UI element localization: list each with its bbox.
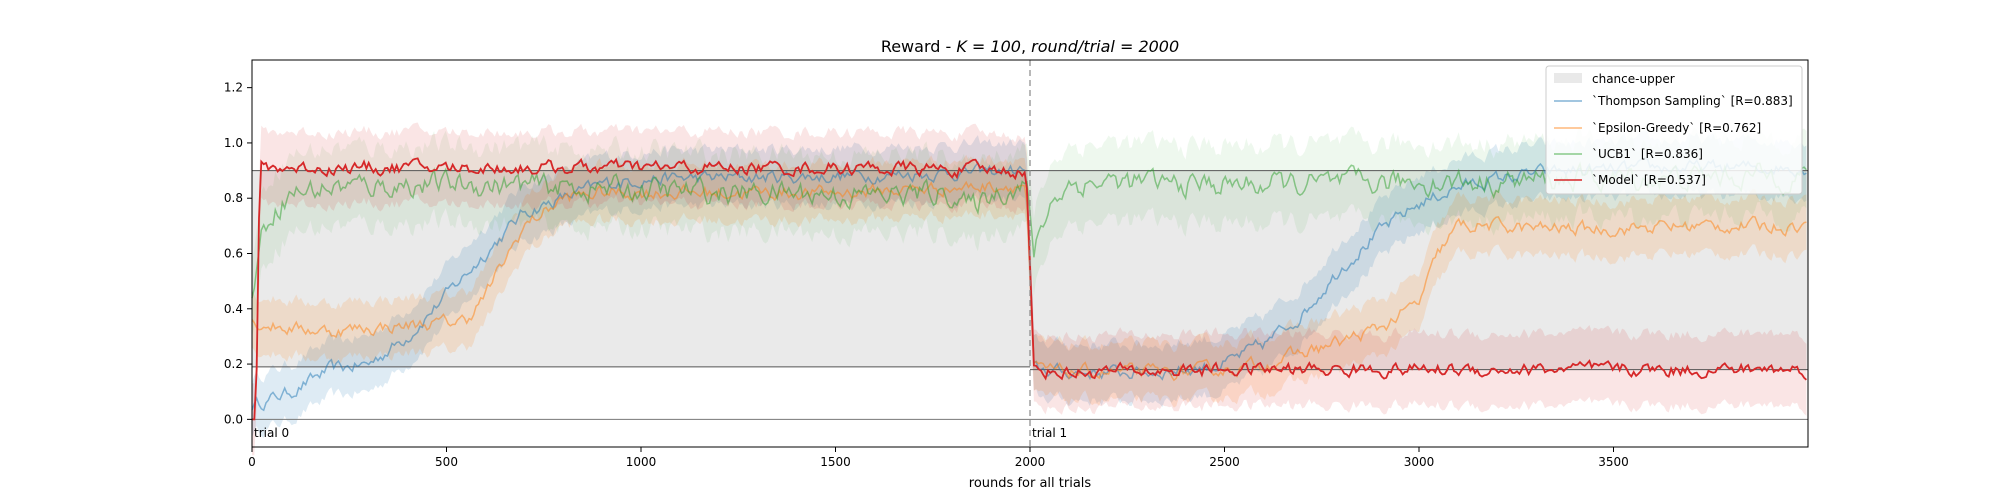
legend-thompson-label: `Thompson Sampling` [R=0.883]: [1592, 94, 1793, 108]
x-axis: 0 500 1000 1500 2000 2500 3000 3500: [248, 447, 1629, 469]
y-tick-label-5: 1.0: [224, 136, 243, 150]
title-sep: ,: [1021, 37, 1031, 56]
legend: chance-upper `Thompson Sampling` [R=0.88…: [1545, 65, 1803, 195]
legend-item-model: `Model` [R=0.537]: [1554, 173, 1706, 187]
legend-box: [1545, 65, 1803, 195]
x-tick-label-2: 1000: [626, 455, 657, 469]
y-tick-label-3: 0.6: [224, 247, 243, 261]
y-tick-label-1: 0.2: [224, 357, 243, 371]
x-tick-label-1: 500: [435, 455, 458, 469]
legend-ucb1-label: `UCB1` [R=0.836]: [1592, 147, 1703, 161]
x-tick-label-6: 3000: [1404, 455, 1435, 469]
trial-label-0: trial 0: [254, 426, 289, 440]
legend-band-label: chance-upper: [1592, 72, 1675, 86]
y-tick-label-4: 0.8: [224, 191, 243, 205]
annotations-layer: trial 0 trial 1: [254, 60, 1067, 447]
x-tick-label-4: 2000: [1015, 455, 1046, 469]
legend-item-thompson-sampling: `Thompson Sampling` [R=0.883]: [1554, 94, 1793, 108]
x-tick-label-3: 1500: [820, 455, 851, 469]
chance-band-trial-0: [252, 170, 1030, 367]
std-band-epsilon-greedy: [252, 154, 1807, 408]
title-prefix: Reward -: [881, 37, 957, 56]
x-tick-label-5: 2500: [1209, 455, 1240, 469]
title-round-trial: round/trial = 2000: [1031, 37, 1179, 56]
y-tick-label-2: 0.4: [224, 302, 243, 316]
chart-title: Reward - K = 100, round/trial = 2000: [881, 37, 1179, 56]
y-axis: 0.0 0.2 0.4 0.6 0.8 1.0 1.2: [224, 81, 252, 426]
legend-epsilon-label: `Epsilon-Greedy` [R=0.762]: [1592, 121, 1761, 135]
x-tick-label-0: 0: [248, 455, 256, 469]
legend-item-ucb1: `UCB1` [R=0.836]: [1554, 147, 1703, 161]
legend-item-epsilon-greedy: `Epsilon-Greedy` [R=0.762]: [1554, 121, 1761, 135]
legend-item-band: chance-upper: [1554, 72, 1675, 86]
x-tick-label-7: 3500: [1598, 455, 1629, 469]
std-band-model: [252, 122, 1807, 456]
legend-model-label: `Model` [R=0.537]: [1592, 173, 1706, 187]
trial-label-1: trial 1: [1032, 426, 1067, 440]
title-k: K = 100: [956, 37, 1021, 56]
legend-band-swatch: [1554, 73, 1582, 83]
y-tick-label-6: 1.2: [224, 81, 243, 95]
y-tick-label-0: 0.0: [224, 412, 243, 426]
chance-band-trial-1: [1030, 170, 1808, 370]
x-axis-label: rounds for all trials: [969, 476, 1092, 491]
series-line-model: [252, 157, 1807, 421]
